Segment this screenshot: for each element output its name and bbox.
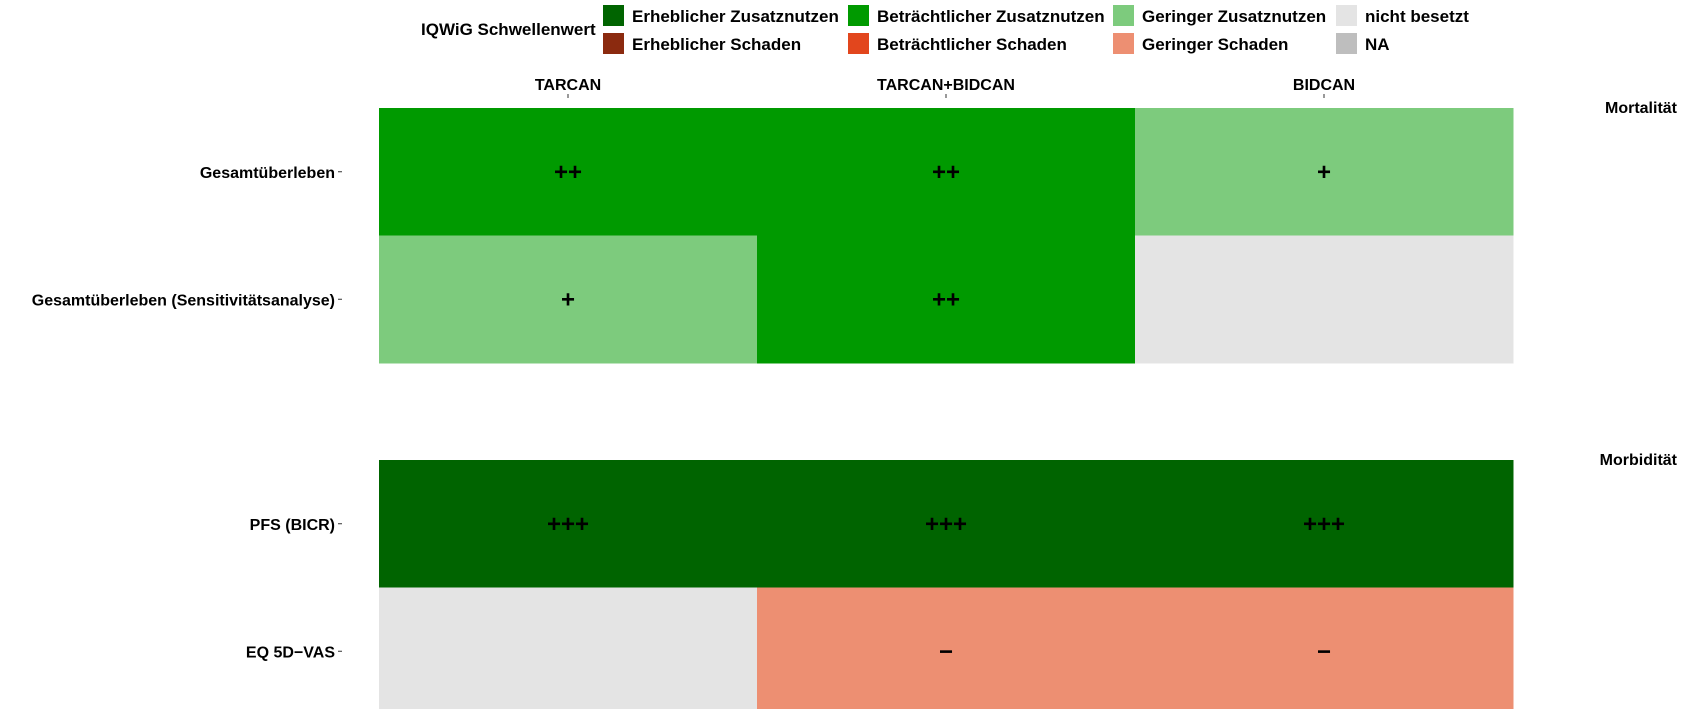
cell-symbol: ++ — [554, 159, 582, 186]
heatmap-cell — [379, 587, 758, 714]
legend-label-na: NA — [1365, 35, 1390, 54]
legend-label-betraechtlich_schaden: Beträchtlicher Schaden — [877, 35, 1067, 54]
heatmap-cell — [379, 460, 758, 588]
legend-label-gering_nutzen: Geringer Zusatznutzen — [1142, 7, 1326, 26]
heatmap-cell — [757, 460, 1136, 588]
legend-swatch-erheblich_schaden — [603, 33, 624, 54]
heatmap-cell — [379, 108, 758, 236]
legend-label-erheblich_nutzen: Erheblicher Zusatznutzen — [632, 7, 839, 26]
heatmap-cell — [1135, 587, 1514, 714]
cell-symbol: − — [1317, 638, 1331, 665]
facet-label: Morbidität — [1600, 452, 1678, 469]
heatmap-cell — [1135, 460, 1514, 588]
facet-label: Mortalität — [1605, 100, 1678, 117]
legend-swatch-erheblich_nutzen — [603, 5, 624, 26]
cell-symbol: +++ — [547, 511, 589, 538]
column-label: BIDCAN — [1293, 77, 1355, 94]
legend-swatch-betraechtlich_nutzen — [848, 5, 869, 26]
cell-symbol: + — [1317, 159, 1331, 186]
row-label: Gesamtüberleben — [200, 165, 335, 182]
legend-swatch-nicht_besetzt — [1336, 5, 1357, 26]
column-label: TARCAN+BIDCAN — [877, 77, 1015, 94]
cell-symbol: − — [939, 638, 953, 665]
heatmap-cell — [757, 108, 1136, 236]
column-label: TARCAN — [535, 77, 601, 94]
heatmap-cell — [379, 235, 758, 364]
legend-swatch-gering_nutzen — [1113, 5, 1134, 26]
legend-label-gering_schaden: Geringer Schaden — [1142, 35, 1288, 54]
heatmap-cell — [757, 235, 1136, 364]
heatmap-cell — [1135, 235, 1514, 364]
cell-symbol: ++ — [932, 286, 960, 313]
row-label: EQ 5D−VAS — [246, 644, 335, 661]
legend-label-nicht_besetzt: nicht besetzt — [1365, 7, 1469, 26]
legend-swatch-betraechtlich_schaden — [848, 33, 869, 54]
cell-symbol: + — [561, 286, 575, 313]
row-label: PFS (BICR) — [250, 517, 335, 534]
legend-label-erheblich_schaden: Erheblicher Schaden — [632, 35, 801, 54]
legend-swatch-gering_schaden — [1113, 33, 1134, 54]
heatmap-cell — [757, 587, 1136, 714]
legend-swatch-na — [1336, 33, 1357, 54]
heatmap-cell — [1135, 108, 1514, 236]
row-label: Gesamtüberleben (Sensitivitätsanalyse) — [32, 292, 335, 309]
cell-symbol: +++ — [925, 511, 967, 538]
cell-symbol: ++ — [932, 159, 960, 186]
cell-symbol: +++ — [1303, 511, 1345, 538]
legend-label-betraechtlich_nutzen: Beträchtlicher Zusatznutzen — [877, 7, 1105, 26]
legend-title: IQWiG Schwellenwert — [421, 20, 596, 39]
